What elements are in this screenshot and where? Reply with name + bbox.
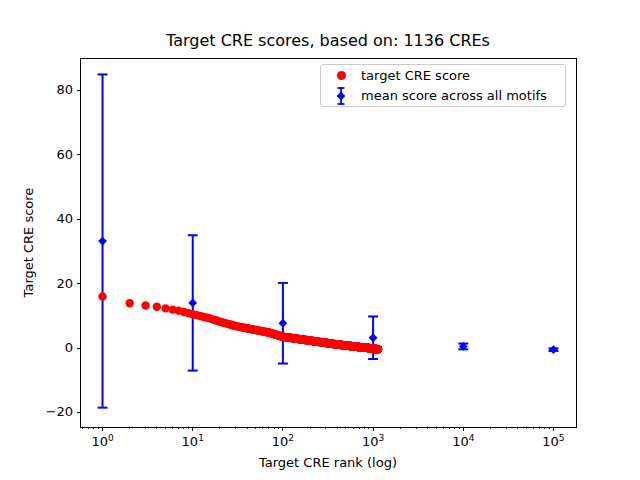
legend-item-mean-score: mean score across all motifs bbox=[321, 86, 565, 106]
y-tick-label: 80 bbox=[0, 82, 73, 98]
legend-item-target-score: target CRE score bbox=[321, 65, 565, 85]
mean-series-errorbars bbox=[98, 74, 559, 407]
y-tick-label: 40 bbox=[0, 211, 73, 227]
figure: Target CRE scores, based on: 1136 CREs T… bbox=[0, 0, 640, 480]
red-circle-marker-icon bbox=[321, 71, 361, 80]
y-axis-label: Target CRE score bbox=[20, 143, 37, 343]
y-tick-label: −20 bbox=[0, 404, 73, 420]
mean-series-markers bbox=[98, 237, 558, 354]
y-tick-label: 0 bbox=[0, 340, 73, 356]
x-tick-label: 105 bbox=[531, 433, 575, 449]
x-axis-label: Target CRE rank (log) bbox=[80, 455, 576, 470]
x-tick-label: 101 bbox=[171, 433, 215, 449]
y-tick-label: 60 bbox=[0, 147, 73, 163]
chart-title: Target CRE scores, based on: 1136 CREs bbox=[80, 31, 576, 50]
target-series-points bbox=[98, 292, 382, 353]
x-tick-label: 100 bbox=[81, 433, 125, 449]
x-tick-label: 102 bbox=[261, 433, 305, 449]
blue-diamond-errorbar-marker-icon bbox=[321, 86, 361, 106]
legend-label-mean-score: mean score across all motifs bbox=[361, 88, 547, 103]
legend: target CRE score mean score across all m… bbox=[320, 64, 566, 107]
x-tick-label: 104 bbox=[441, 433, 485, 449]
x-tick-label: 103 bbox=[351, 433, 395, 449]
y-tick-label: 20 bbox=[0, 276, 73, 292]
legend-label-target-score: target CRE score bbox=[361, 68, 470, 83]
